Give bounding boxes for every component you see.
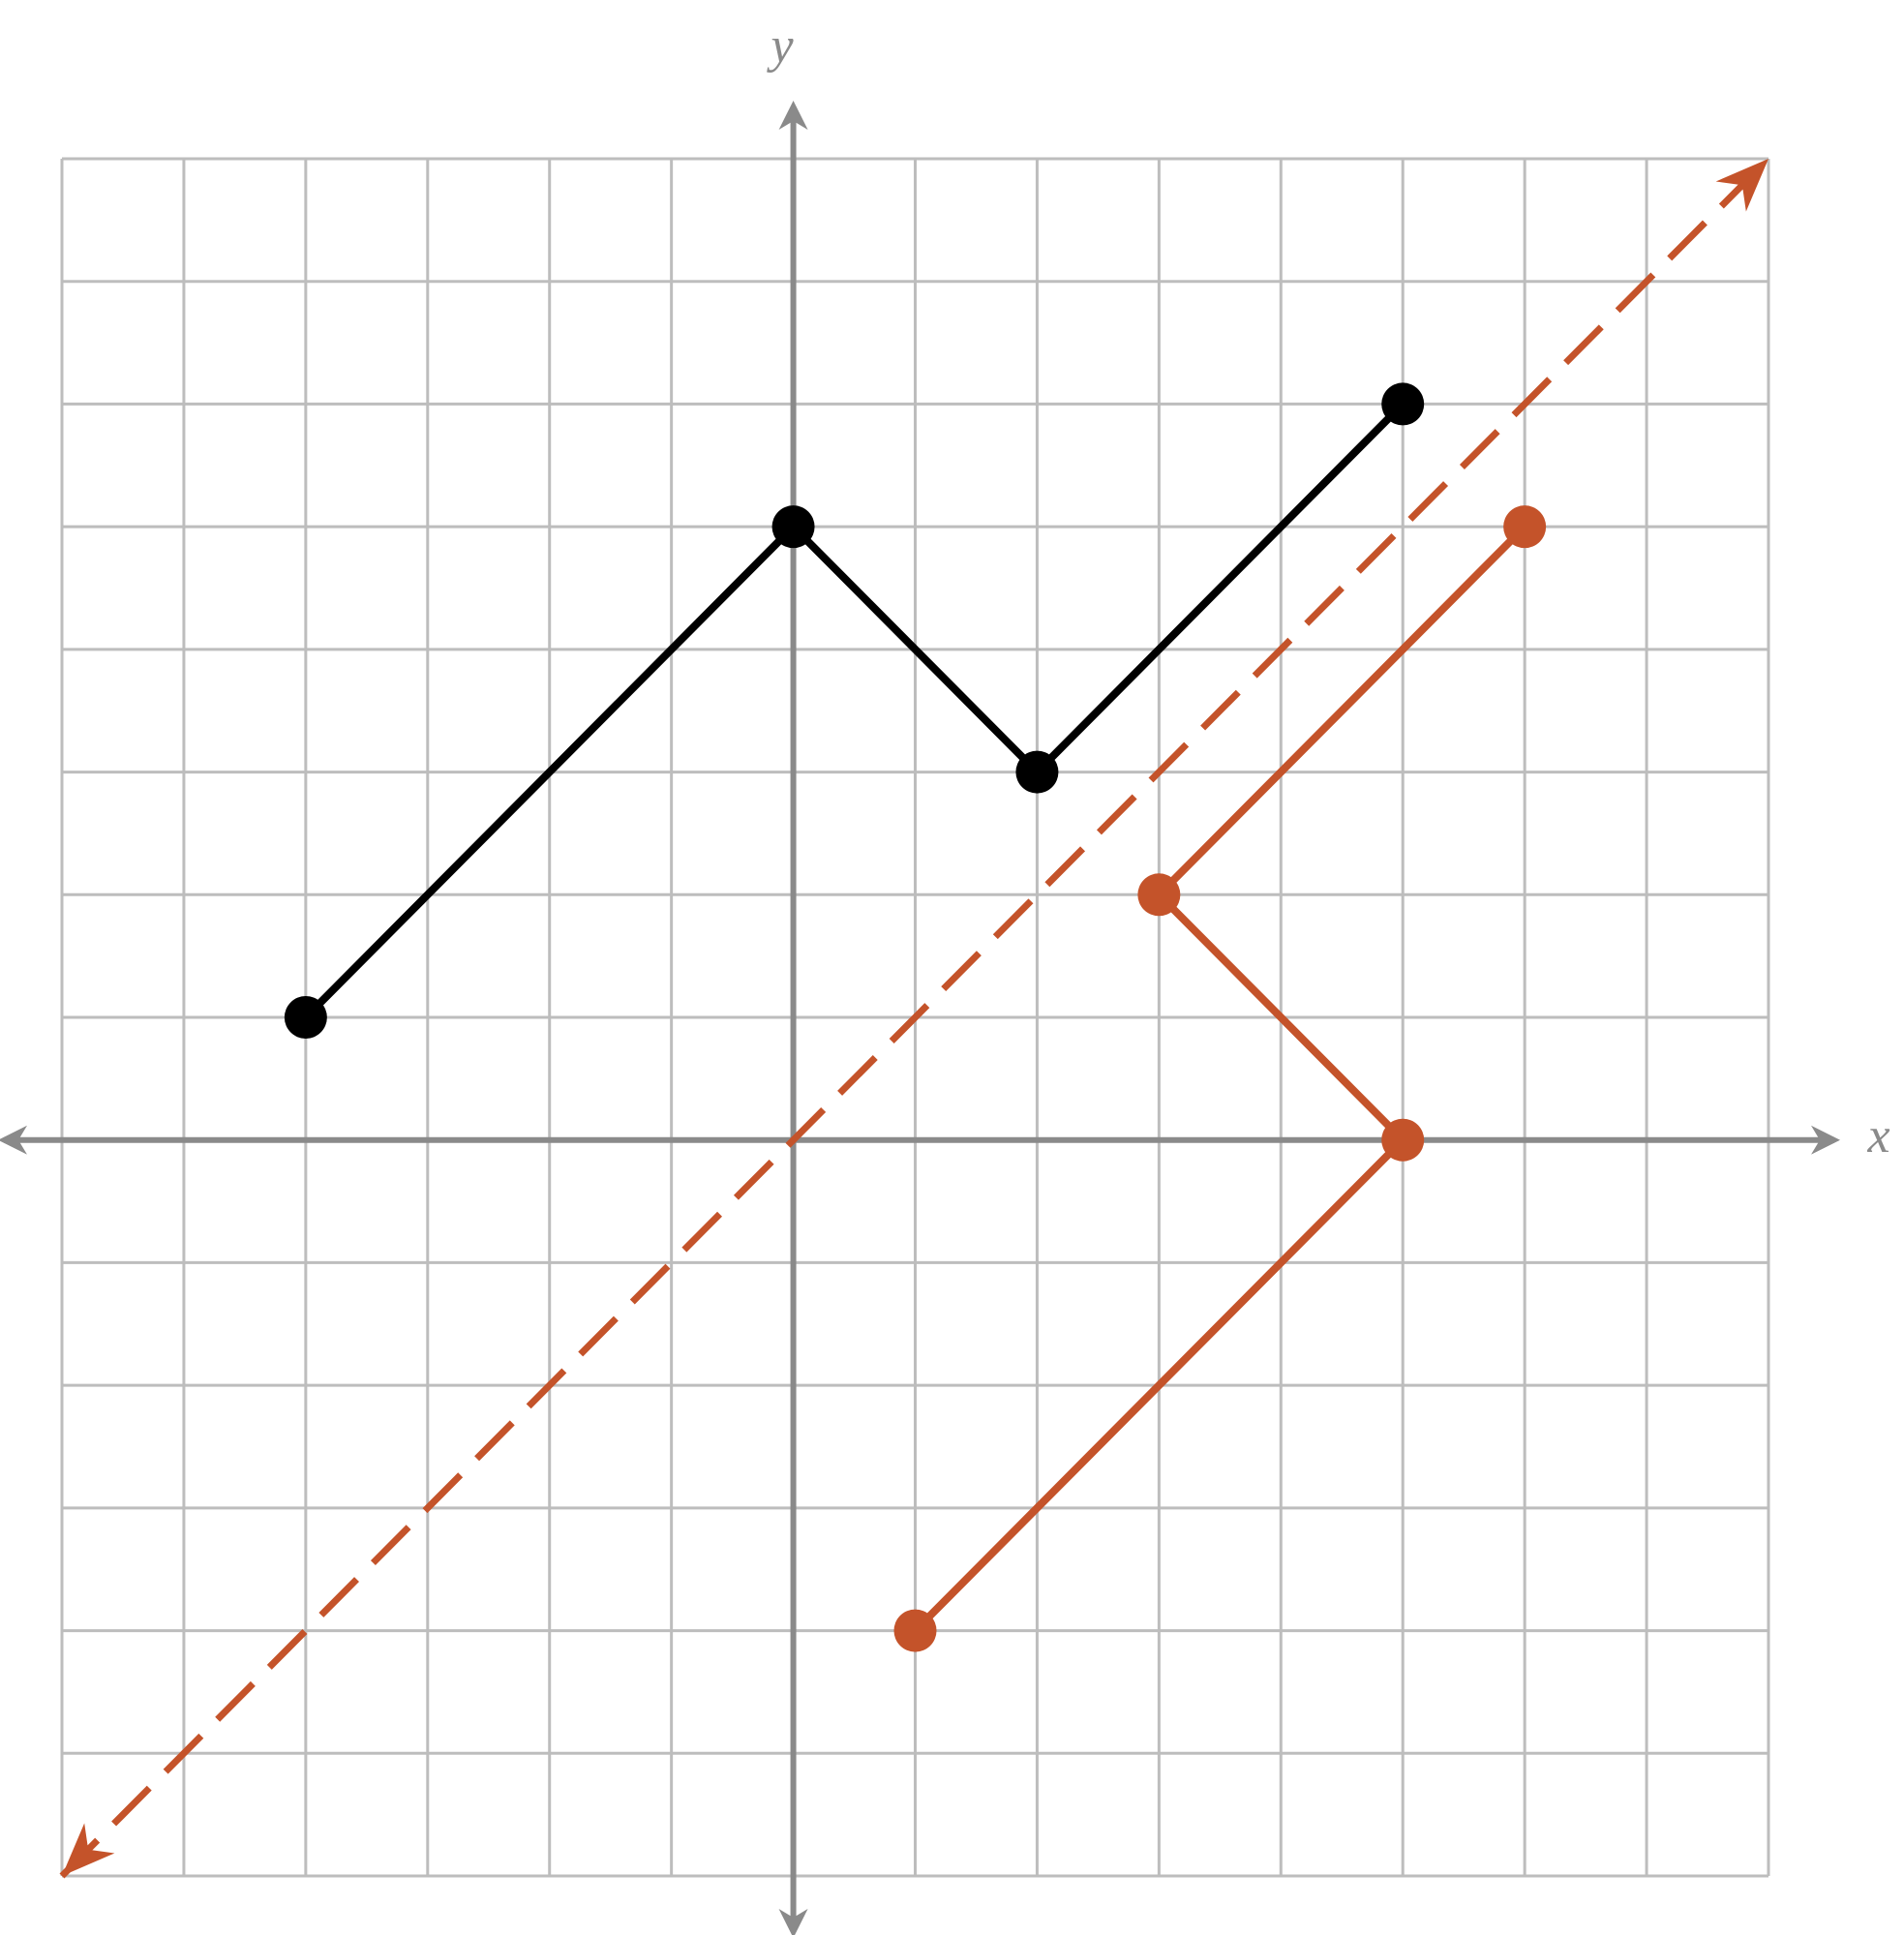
point — [1137, 873, 1181, 917]
y-axis-label: y — [766, 18, 794, 74]
x-axis-label: x — [1866, 1108, 1889, 1164]
point — [893, 1609, 937, 1652]
dashed-line — [59, 156, 1771, 1879]
point — [1503, 505, 1547, 549]
point — [771, 505, 815, 549]
point — [1015, 750, 1059, 794]
point — [1381, 382, 1425, 426]
point — [284, 996, 327, 1039]
arrowhead — [1715, 159, 1768, 212]
axes — [0, 101, 1840, 1935]
line — [912, 524, 1527, 1634]
arrowhead — [62, 1823, 115, 1876]
point — [1381, 1118, 1425, 1162]
line — [303, 401, 1406, 1020]
plot-area — [59, 156, 1771, 1879]
